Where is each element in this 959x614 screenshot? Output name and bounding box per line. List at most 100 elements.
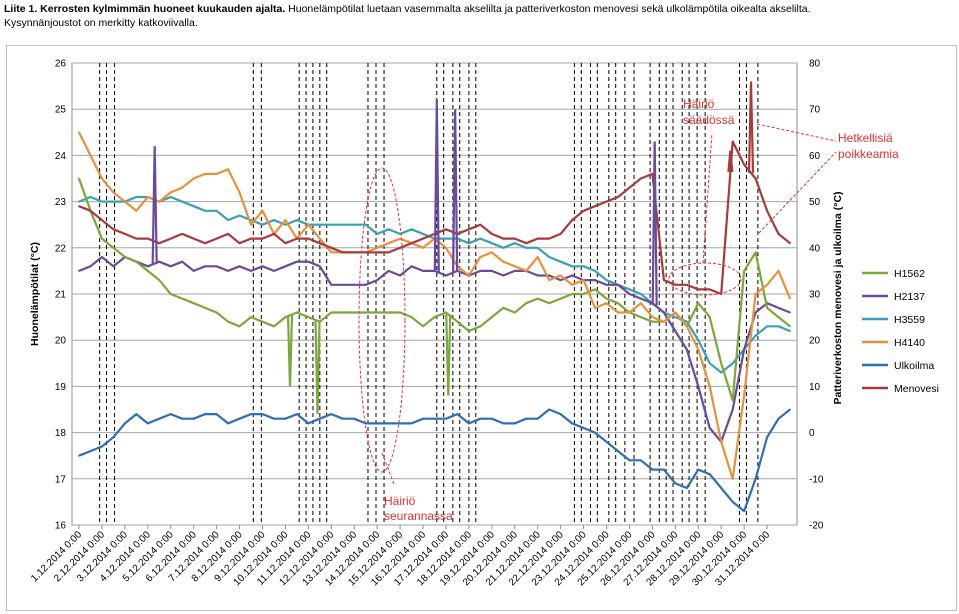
point-h4140 — [605, 302, 608, 305]
point-h4140 — [743, 394, 746, 397]
point-menovesi — [330, 246, 333, 249]
point-h1562 — [238, 325, 241, 328]
point-menovesi — [318, 242, 321, 245]
point-menovesi — [387, 251, 390, 254]
point-h2137 — [330, 283, 333, 286]
point-h1562 — [353, 311, 356, 314]
point-h1562 — [410, 316, 413, 318]
point-h2137 — [685, 348, 688, 351]
point-h1562 — [605, 297, 608, 300]
point-h2137 — [192, 270, 195, 272]
y-tick-label-21: 21 — [55, 290, 67, 301]
caption-line2: Kysynnänjoustot on merkitty katkoviivall… — [4, 17, 198, 29]
point-h1562 — [387, 311, 390, 314]
point-h3559 — [571, 265, 574, 268]
point-h3559 — [525, 246, 528, 249]
point-h2137 — [364, 283, 367, 286]
point-h2137 — [422, 270, 424, 272]
annotation-leader-deviations-1 — [756, 123, 837, 142]
point-menovesi — [502, 237, 505, 240]
point-h4140 — [123, 200, 126, 203]
point-ulkoilma — [513, 422, 516, 425]
point-h1562 — [78, 177, 80, 180]
point-h2137 — [777, 306, 780, 309]
demand-response-lines — [99, 63, 759, 525]
point-h4140 — [135, 209, 138, 212]
point-h2137 — [181, 260, 184, 263]
point-menovesi — [789, 242, 791, 245]
point-ulkoilma — [708, 473, 711, 476]
point-ulkoilma — [376, 422, 379, 425]
point-h1562 — [227, 320, 229, 323]
series-lines — [77, 81, 792, 513]
point-h3559 — [731, 362, 734, 365]
point-h3559 — [410, 228, 413, 231]
legend-label-ulkoilma: Ulkoilma — [894, 360, 934, 372]
point-ulkoilma — [284, 417, 287, 420]
point-h2137 — [594, 279, 596, 282]
y-tick-label-26: 26 — [55, 59, 67, 70]
point-menovesi — [261, 237, 264, 240]
point-h2137 — [548, 274, 551, 277]
point-h2137 — [697, 385, 700, 388]
point-h3559 — [513, 242, 516, 245]
y2-tick-label-40: 40 — [809, 243, 821, 254]
legend-label-h2137: H2137 — [894, 291, 925, 303]
legend-label-h1562: H1562 — [894, 268, 925, 280]
y-tick-label-18: 18 — [55, 428, 67, 439]
point-ulkoilma — [628, 459, 631, 462]
point-h4140 — [548, 279, 551, 282]
point-h3559 — [192, 205, 195, 208]
point-h3559 — [261, 223, 264, 226]
point-h3559 — [789, 330, 791, 332]
point-h3559 — [387, 228, 390, 231]
point-menovesi — [708, 288, 711, 291]
point-menovesi — [123, 233, 126, 235]
point-h4140 — [479, 256, 482, 258]
point-ulkoilma — [571, 422, 574, 425]
point-h2137 — [169, 265, 172, 268]
point-ulkoilma — [250, 413, 252, 416]
point-menovesi — [697, 288, 700, 291]
point-menovesi — [422, 237, 424, 240]
point-h4140 — [640, 302, 642, 305]
point-ulkoilma — [227, 422, 229, 425]
annotation-control: Häiriö säädössä — [668, 97, 742, 296]
point-h4140 — [502, 260, 505, 263]
point-h1562 — [445, 311, 447, 314]
point-ulkoilma — [559, 413, 562, 416]
point-ulkoilma — [468, 422, 470, 425]
point-menovesi — [662, 279, 665, 282]
annotation-deviations: Hetkellisiä poikkeamia — [756, 123, 899, 234]
point-menovesi — [101, 219, 103, 221]
point-h3559 — [364, 223, 367, 226]
point-h3559 — [284, 223, 287, 226]
point-h2137 — [399, 274, 401, 277]
point-ulkoilma — [261, 413, 264, 416]
point-h3559 — [720, 371, 723, 374]
point-ulkoilma — [158, 417, 161, 420]
point-ulkoilma — [605, 440, 608, 443]
point-ulkoilma — [181, 417, 184, 420]
point-h3559 — [204, 209, 207, 212]
point-ulkoilma — [720, 487, 723, 489]
point-h1562 — [731, 399, 734, 402]
annotation-leader-monitoring — [381, 452, 395, 485]
point-menovesi — [341, 251, 344, 254]
point-menovesi — [135, 237, 138, 240]
right-axis-title: Patteriverkoston menovesi ja ulkoilma (°… — [832, 191, 844, 404]
point-ulkoilma — [662, 468, 665, 471]
legend-label-h3559: H3559 — [894, 314, 925, 326]
y-tick-label-20: 20 — [55, 336, 67, 347]
point-ulkoilma — [766, 436, 768, 439]
point-h1562 — [135, 260, 138, 263]
y2-tick-label--10: -10 — [809, 474, 824, 485]
point-h4140 — [399, 237, 401, 240]
point-h4140 — [78, 131, 80, 134]
point-ulkoilma — [146, 422, 149, 425]
point-ulkoilma — [743, 510, 746, 513]
point-h2137 — [490, 270, 493, 272]
point-h3559 — [582, 265, 585, 268]
point-h4140 — [617, 311, 619, 314]
